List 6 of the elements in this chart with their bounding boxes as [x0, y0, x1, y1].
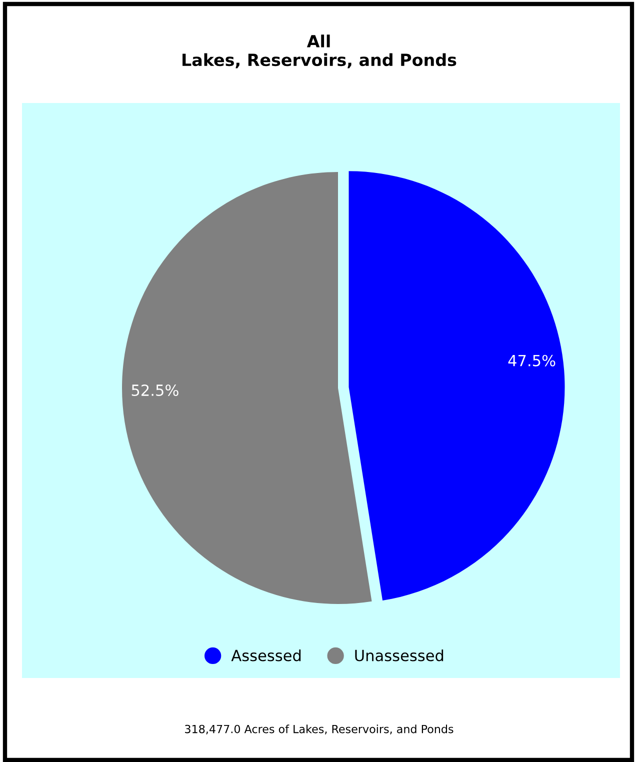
legend-label: Unassessed: [355, 649, 444, 662]
legend-label: Assessed: [231, 649, 301, 662]
text: 318,477.0 Acres of Lakes, Reservoirs, and Ponds: [185, 724, 454, 734]
chart-title: All Lakes, Reservoirs, and Ponds: [182, 34, 456, 68]
data-label: 52.5%: [132, 384, 178, 396]
data-label: 47.5%: [508, 354, 556, 366]
